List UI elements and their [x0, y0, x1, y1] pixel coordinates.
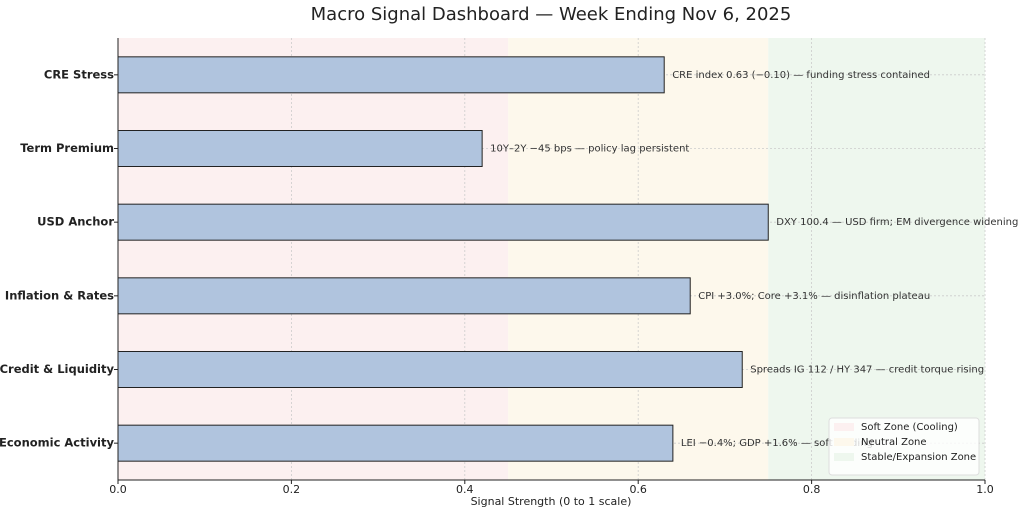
legend-box — [828, 417, 980, 476]
y-tick-label: Credit & Liquidity — [0, 362, 114, 376]
x-tick-label: 1.0 — [976, 483, 994, 496]
y-tick-label: Inflation & Rates — [5, 288, 114, 302]
bar-annotation: CPI +3.0%; Core +3.1% — disinflation pla… — [698, 291, 930, 302]
bar — [117, 351, 743, 388]
y-tick-label: Term Premium — [20, 141, 114, 155]
bar — [117, 277, 691, 315]
bar — [117, 424, 674, 462]
x-tick-label: 0.8 — [803, 483, 821, 496]
x-tick-label: 0.6 — [629, 483, 647, 496]
legend-swatch — [834, 453, 854, 461]
bar-annotation: CRE index 0.63 (−0.10) — funding stress … — [672, 70, 930, 81]
x-tick-label: 0.2 — [283, 483, 301, 496]
bar-annotation: Spreads IG 112 / HY 347 — credit torque … — [750, 365, 984, 376]
x-tick-label: 0.0 — [109, 483, 127, 496]
legend-label: Stable/Expansion Zone — [861, 452, 976, 463]
x-tick-label: 0.4 — [456, 483, 474, 496]
bar — [117, 130, 483, 167]
bar-annotation: 10Y–2Y −45 bps — policy lag persistent — [490, 144, 689, 155]
chart-title: Macro Signal Dashboard — Week Ending Nov… — [311, 4, 792, 25]
legend-swatch — [834, 423, 854, 431]
bar — [117, 203, 769, 241]
bar — [117, 56, 665, 94]
x-axis-label: Signal Strength (0 to 1 scale) — [471, 495, 632, 508]
zone — [118, 38, 509, 480]
y-tick-label: USD Anchor — [37, 215, 114, 229]
y-tick-label: CRE Stress — [44, 67, 114, 81]
zone — [768, 38, 985, 480]
bar-annotation: LEI −0.4%; GDP +1.6% — soft landing — [681, 438, 873, 449]
legend-label: Soft Zone (Cooling) — [861, 422, 958, 433]
bar-annotation: DXY 100.4 — USD firm; EM divergence wide… — [776, 217, 1018, 228]
legend-swatch — [834, 438, 854, 446]
legend-label: Neutral Zone — [861, 437, 927, 448]
y-tick-label: Economic Activity — [0, 436, 114, 450]
